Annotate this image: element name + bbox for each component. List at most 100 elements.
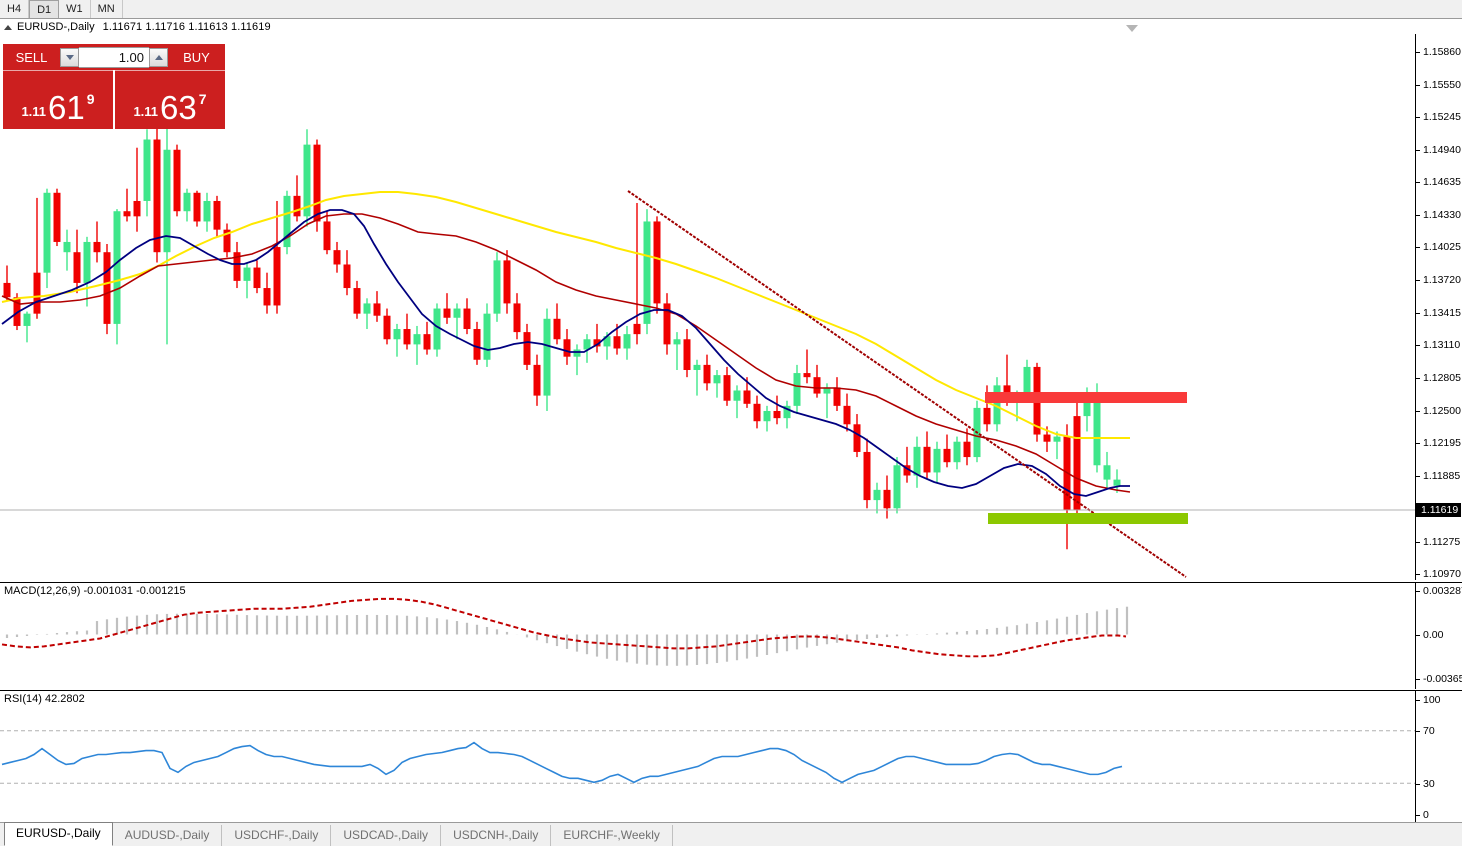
candle-body — [213, 200, 221, 230]
candle-body — [313, 144, 321, 222]
price-tick: 1.13110 — [1416, 339, 1460, 351]
candle-body — [883, 489, 891, 509]
candle-body — [873, 489, 881, 501]
macd-tick: 0.003287 — [1416, 585, 1462, 597]
candle-body — [543, 318, 551, 396]
candle-body — [253, 267, 261, 289]
oct-top-row: SELL 1.00 BUY — [3, 44, 225, 70]
candle-body — [133, 200, 141, 217]
price-tick: 1.11885 — [1416, 470, 1460, 482]
candle-body — [273, 247, 281, 306]
chart-tab-eurusd[interactable]: EURUSD-,Daily — [4, 822, 113, 846]
candle-body — [963, 441, 971, 458]
triangle-down-icon[interactable] — [1126, 25, 1138, 32]
candle-body — [903, 465, 911, 476]
rsi-scale-axis[interactable]: 100 70 30 0 — [1415, 690, 1462, 822]
rsi-tick: 0 — [1416, 809, 1429, 821]
candle-body — [653, 221, 661, 304]
candle-body — [673, 339, 681, 345]
candle-body — [283, 195, 291, 248]
sell-price-fraction: 9 — [86, 91, 95, 107]
candle-body — [733, 390, 741, 401]
rsi-tick: 100 — [1416, 694, 1441, 706]
candle-body — [683, 339, 691, 370]
sell-price-main: 61 — [48, 89, 85, 126]
candle-body — [163, 149, 171, 253]
macd-indicator-pane[interactable]: MACD(12,26,9) -0.001031 -0.001215 — [0, 582, 1415, 689]
candle-body — [713, 375, 721, 384]
candle-body — [153, 139, 161, 253]
candle-body — [523, 332, 531, 365]
macd-histogram — [5, 606, 1129, 666]
timeframe-tab-d1[interactable]: D1 — [29, 0, 60, 18]
candle-body — [453, 308, 461, 318]
volume-stepper[interactable]: 1.00 — [60, 44, 168, 70]
candle-body — [563, 339, 571, 357]
candle-body — [813, 377, 821, 394]
price-tick: 1.15550 — [1416, 79, 1461, 91]
price-tick: 1.12500 — [1416, 405, 1461, 417]
candlestick-series — [3, 121, 1121, 550]
price-tick: 1.11275 — [1416, 536, 1460, 548]
price-chart-pane[interactable] — [0, 34, 1415, 580]
buy-price-button[interactable]: 1.11 63 7 — [115, 70, 225, 129]
timeframe-tab-w1[interactable]: W1 — [59, 0, 91, 18]
candle-body — [753, 403, 761, 422]
rsi-tick: 70 — [1416, 725, 1435, 737]
candle-body — [723, 375, 731, 401]
candle-body — [203, 200, 211, 222]
candle-body — [943, 448, 951, 463]
moving-average-slow-line — [1, 191, 1130, 439]
candle-body — [573, 349, 581, 357]
buy-button[interactable]: BUY — [168, 44, 225, 70]
rsi-indicator-pane[interactable]: RSI(14) 42.2802 — [0, 690, 1415, 822]
candle-body — [1023, 366, 1031, 394]
chart-tab-audusd[interactable]: AUDUSD-,Daily — [113, 825, 223, 846]
chart-tab-usdchf[interactable]: USDCHF-,Daily — [222, 825, 332, 846]
sell-price-button[interactable]: 1.11 61 9 — [3, 70, 113, 129]
chart-tab-eurchf[interactable]: EURCHF-,Weekly — [551, 825, 673, 846]
candle-body — [783, 405, 791, 419]
buy-price-fraction: 7 — [198, 91, 207, 107]
candle-body — [323, 221, 331, 251]
candle-body — [493, 260, 501, 314]
rsi-tick: 30 — [1416, 778, 1435, 790]
one-click-trading-panel[interactable]: SELL 1.00 BUY 1.11 61 9 — [3, 44, 225, 129]
price-tick: 1.12805 — [1416, 372, 1461, 384]
candle-body — [463, 308, 471, 330]
macd-scale-axis[interactable]: 0.003287 0.00 -0.003659 — [1415, 582, 1462, 689]
arrow-down-icon — [65, 54, 74, 60]
timeframe-tab-h4[interactable]: H4 — [0, 0, 30, 18]
candle-body — [1043, 434, 1051, 442]
candle-body — [513, 303, 521, 333]
candle-body — [113, 211, 121, 324]
candle-body — [183, 192, 191, 212]
price-tick: 1.14330 — [1416, 209, 1461, 221]
price-scale-axis[interactable]: 1.15860 1.15550 1.15245 1.14940 1.14635 … — [1415, 34, 1462, 580]
macd-signal-line — [1, 597, 1127, 658]
candle-body — [593, 339, 601, 347]
candle-body — [93, 241, 101, 253]
candle-body — [53, 192, 61, 242]
volume-decrease-button[interactable] — [60, 47, 79, 67]
timeframe-tab-mn[interactable]: MN — [91, 0, 123, 18]
chart-tab-usdcad[interactable]: USDCAD-,Daily — [331, 825, 442, 846]
candle-body — [193, 192, 201, 222]
oct-price-row: 1.11 61 9 1.11 63 7 — [3, 70, 225, 129]
buy-price-prefix: 1.11 — [133, 104, 159, 119]
price-tick: 1.13415 — [1416, 307, 1461, 319]
candle-body — [983, 407, 991, 425]
candle-body — [663, 303, 671, 345]
price-tick: 1.14940 — [1416, 144, 1461, 156]
volume-input[interactable]: 1.00 — [79, 46, 149, 68]
triangle-up-icon[interactable] — [4, 24, 12, 30]
sell-button[interactable]: SELL — [3, 44, 60, 70]
candle-body — [613, 336, 621, 349]
chart-tab-usdcnh[interactable]: USDCNH-,Daily — [441, 825, 552, 846]
volume-increase-button[interactable] — [149, 47, 168, 67]
candle-body — [333, 250, 341, 265]
candle-body — [33, 272, 41, 314]
candle-body — [773, 410, 781, 419]
resistance-zone — [985, 392, 1187, 403]
candle-body — [1113, 479, 1121, 486]
